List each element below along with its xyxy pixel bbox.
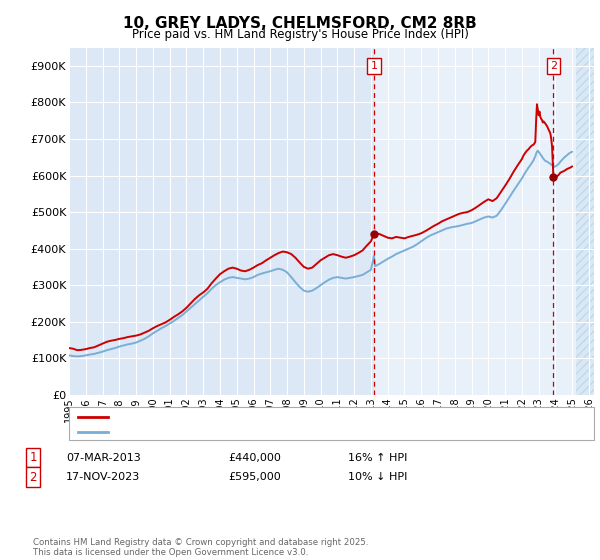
Text: 1: 1: [370, 61, 377, 71]
Text: 07-MAR-2013: 07-MAR-2013: [66, 452, 141, 463]
Bar: [374, 48, 594, 395]
Text: £440,000: £440,000: [228, 452, 281, 463]
Text: Price paid vs. HM Land Registry's House Price Index (HPI): Price paid vs. HM Land Registry's House …: [131, 28, 469, 41]
Text: Contains HM Land Registry data © Crown copyright and database right 2025.
This d: Contains HM Land Registry data © Crown c…: [33, 538, 368, 557]
Text: 10% ↓ HPI: 10% ↓ HPI: [348, 472, 407, 482]
Bar: [577, 48, 594, 395]
Text: 1: 1: [29, 451, 37, 464]
Text: HPI: Average price, detached house, Chelmsford: HPI: Average price, detached house, Chel…: [114, 427, 379, 437]
Text: 10, GREY LADYS, CHELMSFORD, CM2 8RB (detached house): 10, GREY LADYS, CHELMSFORD, CM2 8RB (det…: [114, 412, 442, 422]
Text: 2: 2: [550, 61, 557, 71]
Text: 17-NOV-2023: 17-NOV-2023: [66, 472, 140, 482]
Text: 10, GREY LADYS, CHELMSFORD, CM2 8RB: 10, GREY LADYS, CHELMSFORD, CM2 8RB: [123, 16, 477, 31]
Text: 16% ↑ HPI: 16% ↑ HPI: [348, 452, 407, 463]
Text: 2: 2: [29, 470, 37, 484]
Text: £595,000: £595,000: [228, 472, 281, 482]
Bar: [577, 48, 594, 395]
